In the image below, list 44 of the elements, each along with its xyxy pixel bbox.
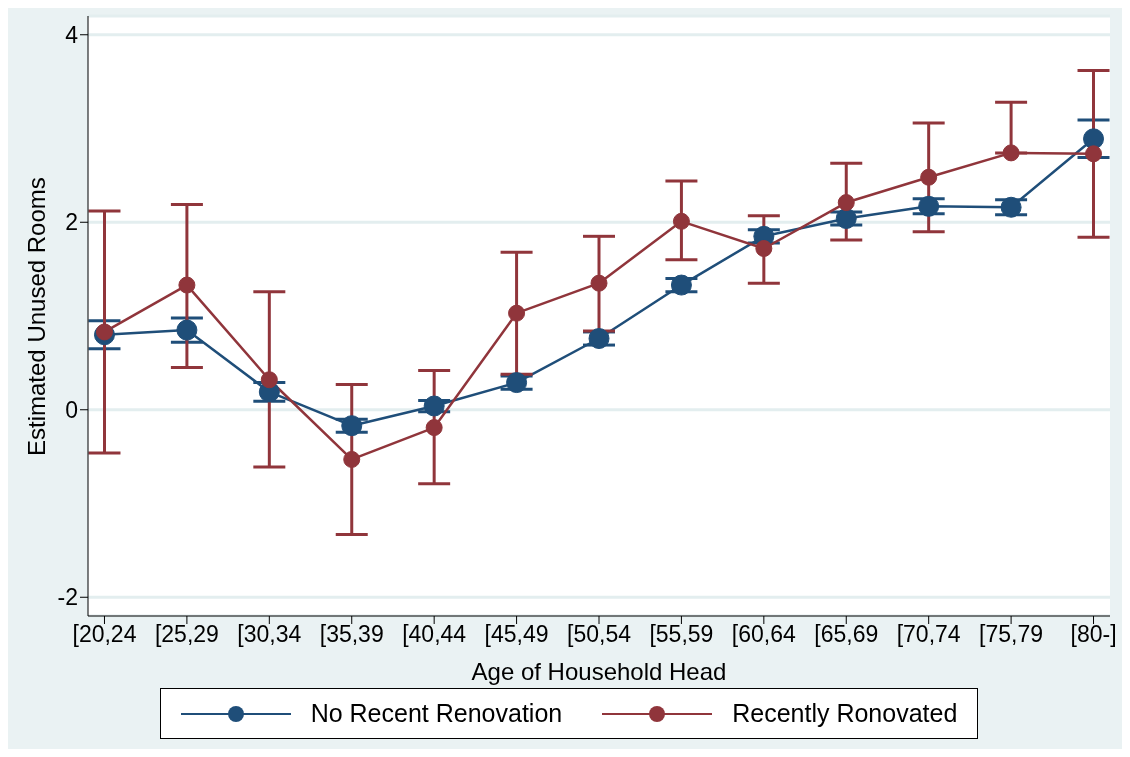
legend-label: No Recent Renovation [310, 699, 563, 728]
y-tick-label: -2 [57, 584, 78, 611]
y-tick-label: 4 [65, 21, 79, 48]
point [95, 323, 113, 341]
x-tick-label: [50,54 [567, 621, 632, 648]
point [590, 274, 608, 292]
point [1000, 196, 1022, 218]
y-tick-label: 2 [65, 209, 78, 236]
x-tick-label: [25,29 [154, 621, 219, 648]
point [918, 195, 940, 217]
point [260, 371, 278, 389]
point [343, 450, 361, 468]
legend-label: Recently Ronovated [732, 699, 958, 728]
point [920, 168, 938, 186]
point [341, 415, 363, 437]
point [1002, 144, 1020, 162]
point [176, 319, 198, 341]
x-tick-label: [45,49 [484, 621, 549, 648]
x-tick-label: [70,74 [896, 621, 961, 648]
point [508, 304, 526, 322]
y-axis-title: Estimated Unused Rooms [22, 177, 50, 456]
x-tick-label: [20,24 [72, 621, 137, 648]
y-tick-label: 0 [65, 396, 78, 423]
point [506, 372, 528, 394]
x-axis-title: Age of Household Head [471, 658, 727, 685]
x-tick-label: [75,79 [979, 621, 1044, 648]
point [1083, 128, 1105, 150]
point [588, 328, 610, 349]
point [835, 208, 857, 229]
x-tick-label: [35,39 [319, 621, 384, 648]
x-tick-label: [55,59 [649, 621, 714, 648]
x-tick-label: [60,64 [731, 621, 797, 648]
x-tick-label: [30,34 [237, 621, 302, 648]
point [837, 194, 855, 212]
x-tick-label: [80-] [1070, 621, 1117, 648]
point [670, 274, 692, 296]
x-tick-label: [65,69 [814, 621, 879, 648]
point [755, 240, 773, 257]
point [178, 276, 196, 294]
x-tick-label: [40,44 [402, 621, 467, 648]
point [1085, 145, 1103, 163]
point [423, 395, 445, 417]
point [425, 419, 443, 437]
point [672, 212, 690, 230]
